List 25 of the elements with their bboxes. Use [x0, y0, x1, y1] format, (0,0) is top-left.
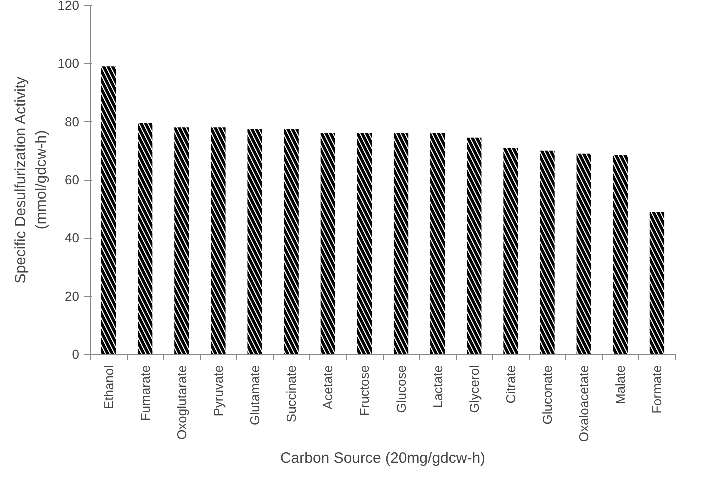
y-tick-label: 60: [65, 172, 80, 188]
x-tick-label: Pyruvate: [210, 365, 226, 417]
x-tick-label: Oxoglutarate: [174, 365, 190, 440]
x-tick-label: Gluconate: [540, 365, 556, 425]
y-tick-label: 100: [58, 56, 80, 72]
x-tick-label: Malate: [613, 365, 628, 405]
x-tick-label: Succinate: [284, 365, 300, 423]
x-tick-label: Glycerol: [466, 365, 482, 414]
x-tick-label: Ethanol: [101, 365, 116, 410]
y-tick-label: 120: [58, 0, 80, 13]
x-tick-label: Fructose: [357, 365, 372, 416]
x-axis-title: Carbon Source (20mg/gdcw-h): [280, 450, 486, 468]
y-tick-label: 40: [65, 230, 80, 246]
x-tick-label: Formate: [650, 365, 665, 414]
y-tick-label: 0: [72, 347, 80, 362]
x-tick-label: Lactate: [430, 365, 446, 408]
y-axis-title: Specific Desulfurization Activity (mmol/gdcw-h): [12, 76, 50, 284]
x-tick-label: Citrate: [503, 365, 518, 404]
y-tick-label: 80: [65, 114, 80, 130]
y-tick-label: 20: [65, 288, 80, 304]
x-tick-label: Glucose: [394, 365, 409, 414]
x-tick-label: Glutamate: [248, 365, 263, 426]
x-tick-label: Fumarate: [138, 365, 153, 422]
x-tick-label: Oxaloacetate: [576, 365, 592, 442]
x-tick-label: Acetate: [320, 365, 336, 410]
